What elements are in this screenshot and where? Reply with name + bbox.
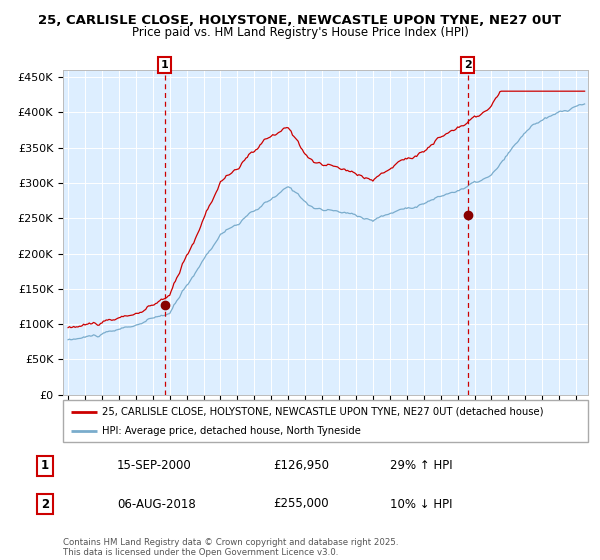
Text: HPI: Average price, detached house, North Tyneside: HPI: Average price, detached house, Nort… <box>103 426 361 436</box>
Text: 06-AUG-2018: 06-AUG-2018 <box>117 497 196 511</box>
Text: £255,000: £255,000 <box>273 497 329 511</box>
Text: 2: 2 <box>41 497 49 511</box>
Text: 25, CARLISLE CLOSE, HOLYSTONE, NEWCASTLE UPON TYNE, NE27 0UT: 25, CARLISLE CLOSE, HOLYSTONE, NEWCASTLE… <box>38 14 562 27</box>
Text: £126,950: £126,950 <box>273 459 329 473</box>
Text: Contains HM Land Registry data © Crown copyright and database right 2025.
This d: Contains HM Land Registry data © Crown c… <box>63 538 398 557</box>
Text: 1: 1 <box>161 60 169 70</box>
Text: 10% ↓ HPI: 10% ↓ HPI <box>390 497 452 511</box>
Text: 25, CARLISLE CLOSE, HOLYSTONE, NEWCASTLE UPON TYNE, NE27 0UT (detached house): 25, CARLISLE CLOSE, HOLYSTONE, NEWCASTLE… <box>103 407 544 417</box>
Text: 1: 1 <box>41 459 49 473</box>
Text: 15-SEP-2000: 15-SEP-2000 <box>117 459 192 473</box>
Text: Price paid vs. HM Land Registry's House Price Index (HPI): Price paid vs. HM Land Registry's House … <box>131 26 469 39</box>
Text: 2: 2 <box>464 60 472 70</box>
Text: 29% ↑ HPI: 29% ↑ HPI <box>390 459 452 473</box>
